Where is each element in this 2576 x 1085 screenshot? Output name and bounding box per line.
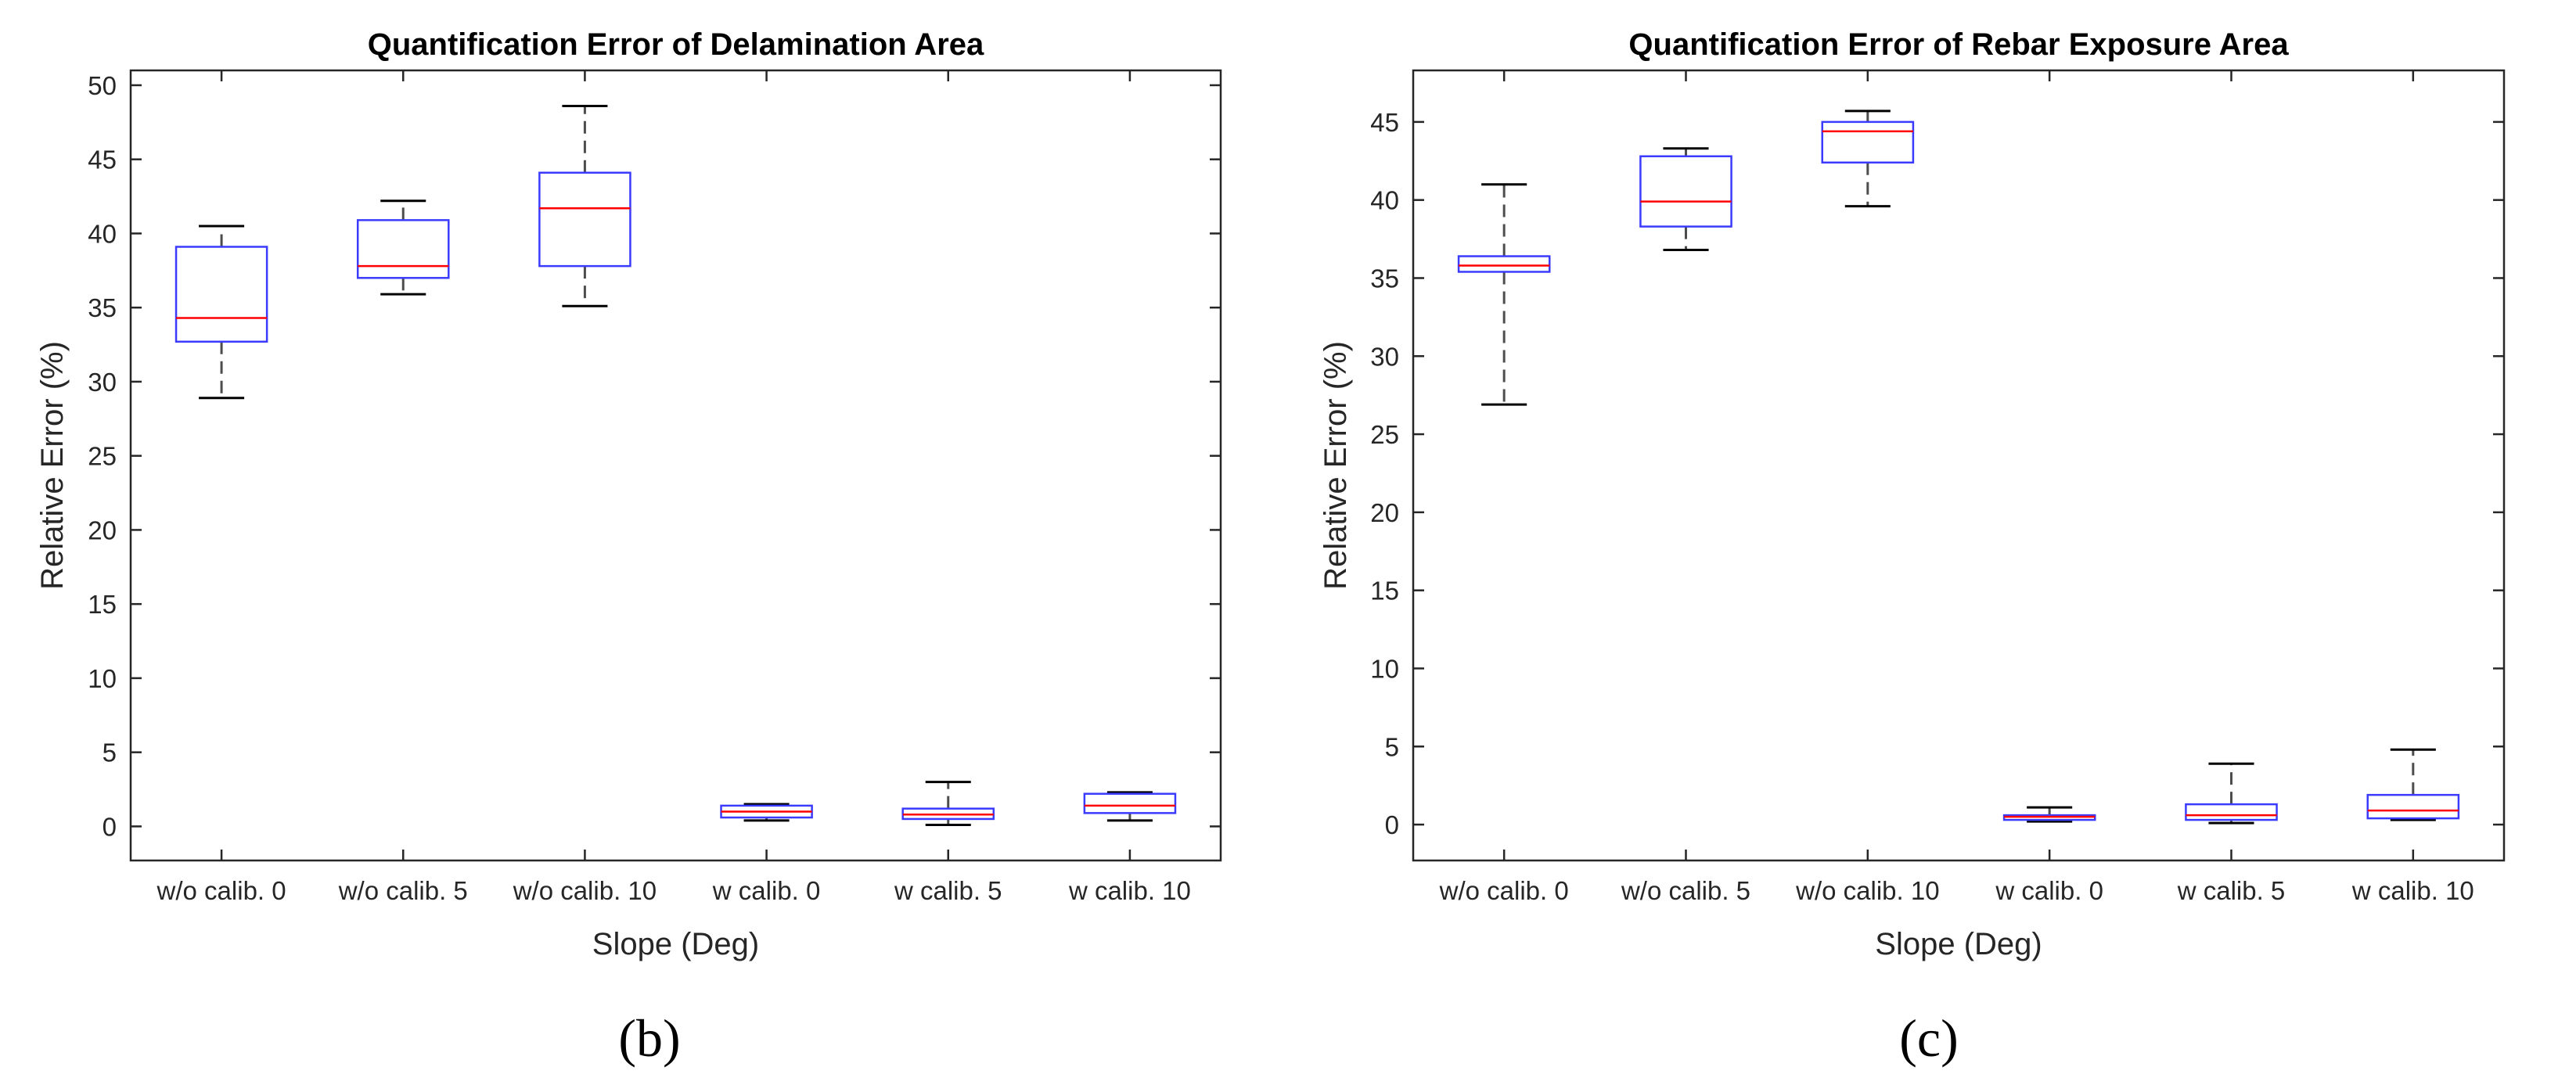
chart-rebar-exposure: 0 5 10 15 20 25 30 35 40 45 w/o calib. 0 w/o calib.… xyxy=(1319,27,2506,1068)
y-axis-label: Relative Error (%) xyxy=(1319,341,1353,590)
y-tick-label: 5 xyxy=(1385,732,1399,761)
box-iqr xyxy=(1639,155,1732,228)
y-tick-label: 0 xyxy=(103,812,117,841)
x-tick-label: w calib. 5 xyxy=(894,876,1002,905)
box-iqr xyxy=(1821,120,1915,164)
x-tick-label: w/o calib. 5 xyxy=(1621,876,1750,905)
y-tick-label: 10 xyxy=(1370,654,1399,683)
y-tick-label: 50 xyxy=(88,71,117,100)
x-axis-label: Slope (Deg) xyxy=(592,927,759,961)
y-tick-label: 20 xyxy=(1370,498,1399,527)
x-tick-label: w/o calib. 0 xyxy=(157,876,286,905)
y-tick-label: 45 xyxy=(88,146,117,174)
box-iqr xyxy=(356,219,450,279)
x-axis-label: Slope (Deg) xyxy=(1875,927,2042,961)
box-6 xyxy=(1083,791,1177,822)
x-tick-label: w/o calib. 10 xyxy=(1795,876,1939,905)
box-1 xyxy=(1457,183,1551,406)
box-5 xyxy=(2185,762,2278,825)
y-tick-label: 35 xyxy=(88,293,117,322)
y-tick-label: 30 xyxy=(1370,342,1399,371)
box-4 xyxy=(2002,806,2096,823)
y-tick-label: 35 xyxy=(1370,264,1399,293)
x-tick-label: w calib. 0 xyxy=(712,876,821,905)
y-tick-label: 40 xyxy=(88,219,117,248)
box-2 xyxy=(1639,147,1732,252)
panel-label: (b) xyxy=(618,1008,680,1068)
box-3 xyxy=(1821,110,1915,208)
y-tick-label: 25 xyxy=(1370,420,1399,449)
box-iqr xyxy=(2185,803,2278,821)
panel-label: (c) xyxy=(1899,1008,1958,1068)
box-6 xyxy=(2366,748,2460,821)
chart-delamination: 0 5 10 15 20 25 30 35 40 45 50 w/o calib. 0 w/o cali… xyxy=(35,27,1222,1068)
y-tick-label: 10 xyxy=(88,664,117,693)
y-tick-label: 15 xyxy=(88,590,117,619)
x-tick-label: w calib. 10 xyxy=(2351,876,2474,905)
box-iqr xyxy=(174,246,268,343)
box-iqr xyxy=(538,171,631,268)
box-iqr xyxy=(1083,792,1177,814)
box-2 xyxy=(356,199,450,296)
x-tick-label: w/o calib. 10 xyxy=(513,876,657,905)
x-tick-label: w calib. 0 xyxy=(1995,876,2103,905)
y-tick-label: 25 xyxy=(88,442,117,471)
y-tick-label: 0 xyxy=(1385,810,1399,839)
box-iqr xyxy=(2366,793,2460,820)
y-axis-label: Relative Error (%) xyxy=(35,341,70,590)
chart-title: Quantification Error of Delamination Are… xyxy=(368,27,984,62)
box-4 xyxy=(720,803,813,822)
plot-area xyxy=(1412,69,2506,862)
x-tick-label: w/o calib. 0 xyxy=(1439,876,1569,905)
y-tick-label: 45 xyxy=(1370,108,1399,137)
box-1 xyxy=(174,225,268,400)
chart-title: Quantification Error of Rebar Exposure A… xyxy=(1628,27,2289,62)
y-tick-label: 20 xyxy=(88,516,117,544)
box-5 xyxy=(901,781,995,827)
x-tick-label: w calib. 5 xyxy=(2177,876,2286,905)
y-tick-label: 40 xyxy=(1370,186,1399,215)
box-iqr xyxy=(1457,255,1551,273)
y-tick-label: 15 xyxy=(1370,577,1399,605)
plot-area xyxy=(129,69,1222,862)
x-tick-label: w calib. 10 xyxy=(1068,876,1191,905)
box-3 xyxy=(538,104,631,307)
x-tick-label: w/o calib. 5 xyxy=(338,876,468,905)
y-tick-label: 5 xyxy=(103,738,117,767)
y-tick-label: 30 xyxy=(88,368,117,397)
